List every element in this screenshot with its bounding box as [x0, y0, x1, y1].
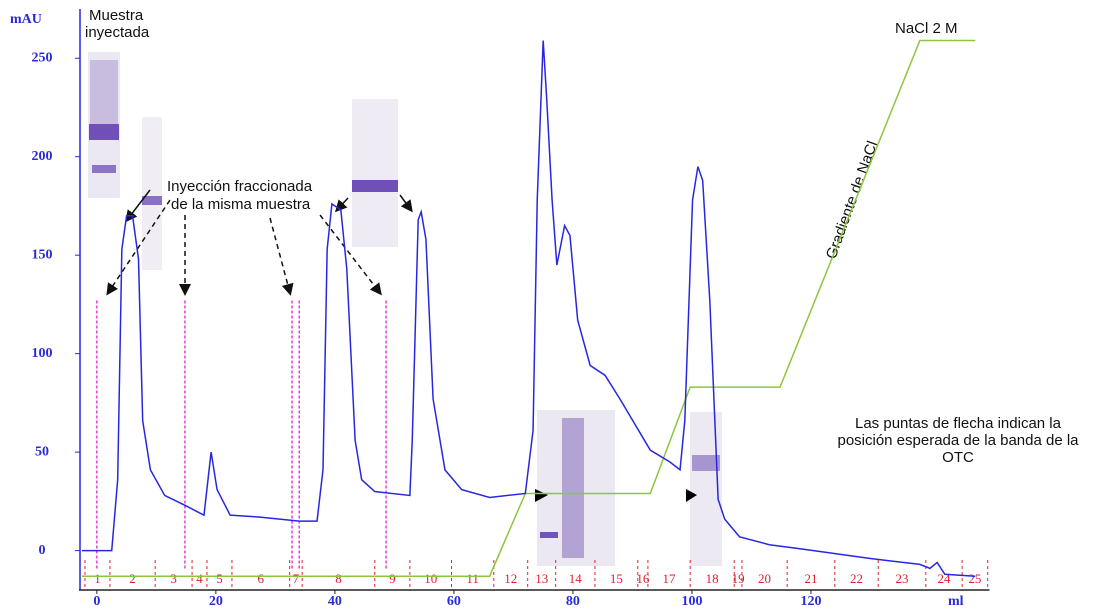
- fraction-label: 18: [706, 571, 719, 586]
- annotation: inyectada: [85, 24, 150, 41]
- annotation: posición esperada de la banda de la: [837, 432, 1079, 449]
- annotation: OTC: [942, 449, 974, 466]
- fraction-label: 23: [896, 571, 909, 586]
- x-tick-label: 0: [93, 594, 100, 608]
- y-tick-label: 150: [32, 247, 53, 262]
- fraction-label: 9: [389, 571, 396, 586]
- annotation: Muestra: [89, 7, 144, 24]
- fraction-label: 20: [758, 571, 771, 586]
- fraction-label: 22: [850, 571, 863, 586]
- x-tick-label: 20: [209, 594, 223, 608]
- gel-images: [88, 52, 722, 566]
- x-tick-label: 60: [447, 594, 461, 608]
- annotation: de la misma muestra: [171, 196, 311, 213]
- chart: Muestra inyectada Inyección fraccionada …: [0, 0, 1094, 608]
- fraction-label: 7: [293, 571, 300, 586]
- fraction-label: 17: [663, 571, 677, 586]
- fraction-label: 1: [94, 571, 101, 586]
- y-tick-label: 200: [32, 149, 53, 164]
- x-tick-label: 40: [328, 594, 342, 608]
- series-line: [82, 41, 975, 577]
- fraction-label: 4: [196, 571, 203, 586]
- fraction-label: 5: [216, 571, 223, 586]
- x-tick-label: 120: [800, 594, 821, 608]
- annotation: Las puntas de flecha indican la: [855, 415, 1062, 432]
- fraction-label: 12: [504, 571, 517, 586]
- fraction-label: 25: [968, 571, 981, 586]
- fraction-label: 2: [129, 571, 136, 586]
- x-axis-label: ml: [948, 594, 964, 608]
- annotation: Inyección fraccionada: [167, 178, 313, 195]
- fraction-label: 15: [610, 571, 623, 586]
- x-tick-label: 80: [566, 594, 580, 608]
- fraction-label: 21: [804, 571, 817, 586]
- fraction-label: 6: [258, 571, 265, 586]
- y-tick-label: 100: [32, 346, 53, 361]
- fraction-label: 11: [466, 571, 479, 586]
- fraction-label: 3: [170, 571, 177, 586]
- fraction-label: 8: [335, 571, 342, 586]
- y-tick-label: 50: [35, 444, 49, 459]
- fraction-label: 19: [732, 571, 745, 586]
- fraction-label: 14: [569, 571, 583, 586]
- x-tick-label: 100: [681, 594, 702, 608]
- y-tick-label: 0: [39, 543, 46, 558]
- y-tick-label: 250: [32, 50, 53, 65]
- y-axis-label: mAU: [10, 12, 42, 27]
- series-line: [82, 41, 975, 577]
- fraction-label: 16: [636, 571, 650, 586]
- fraction-label: 10: [424, 571, 437, 586]
- fraction-label: 13: [535, 571, 548, 586]
- annotation: NaCl 2 M: [895, 20, 958, 37]
